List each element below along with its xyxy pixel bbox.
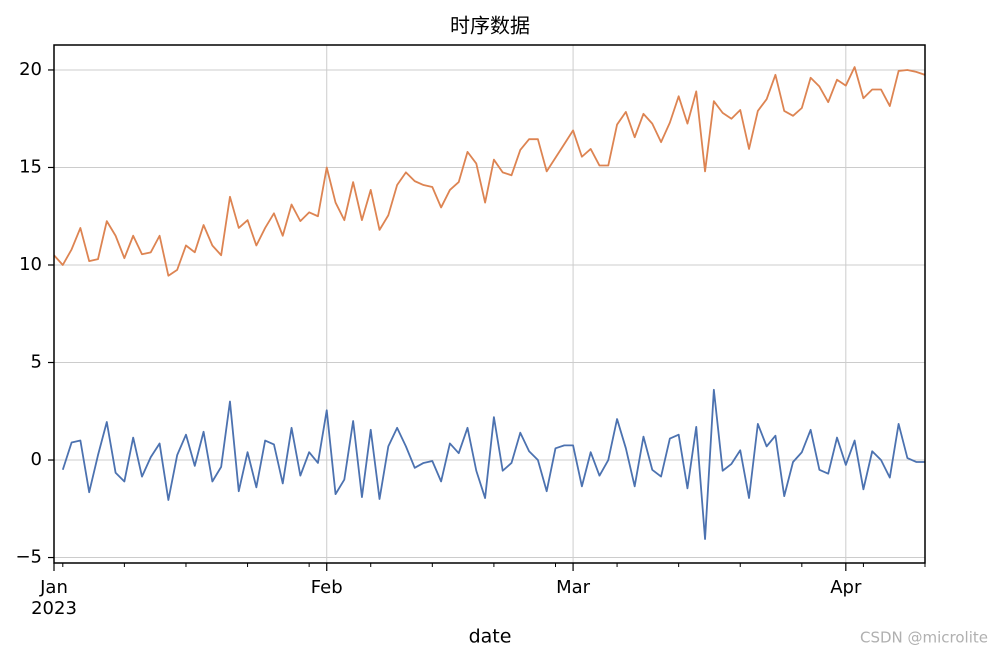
watermark: CSDN @microlite — [860, 629, 988, 647]
x-tick-label: Feb — [311, 577, 343, 598]
y-tick-label: 5 — [31, 352, 42, 373]
x-tick-label: Mar — [556, 577, 591, 598]
y-tick-label: 0 — [31, 449, 42, 470]
plot-frame — [53, 44, 926, 564]
y-tick-label: 15 — [19, 156, 42, 177]
chart-title: 时序数据 — [450, 14, 530, 38]
x-year-label: 2023 — [31, 598, 77, 619]
y-tick-label: −5 — [15, 547, 42, 568]
x-axis-label: date — [469, 626, 512, 648]
y-tick-label: 10 — [19, 254, 42, 275]
line-series — [61, 388, 925, 540]
x-tick-label: Jan — [39, 577, 68, 598]
x-tick-label: Apr — [830, 577, 862, 598]
y-tick-label: 20 — [19, 59, 42, 80]
line-series — [54, 66, 925, 277]
